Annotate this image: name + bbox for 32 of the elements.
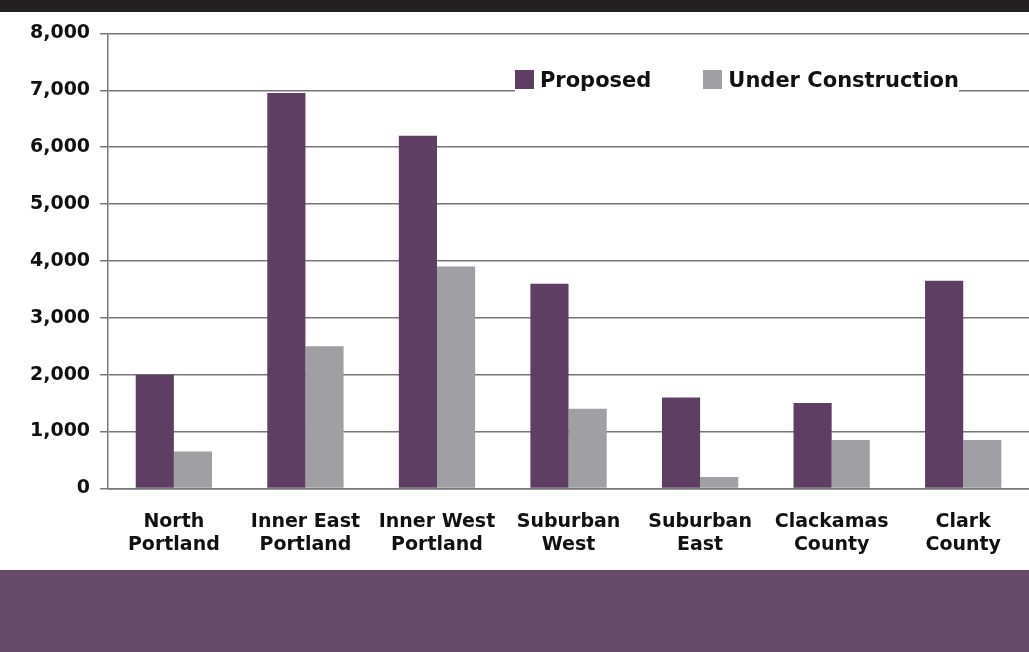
bar [436, 266, 476, 488]
y-tick-label: 5,000 [29, 190, 91, 213]
y-tick-label: 1,000 [29, 418, 91, 441]
x-tick-label: Clackamas County [774, 508, 889, 554]
y-tick-label: 4,000 [29, 247, 91, 270]
bar [305, 346, 344, 488]
y-tick-label: 6,000 [29, 134, 91, 157]
bar [135, 374, 174, 488]
bar [530, 283, 569, 488]
bar [925, 280, 964, 488]
bar [267, 93, 306, 488]
x-tick-label: Clark County [925, 508, 1002, 554]
y-tick-label: 3,000 [29, 304, 91, 327]
x-tick-label: Inner East Portland [250, 508, 361, 554]
bar [173, 451, 213, 488]
bar [793, 403, 832, 488]
bar [700, 477, 739, 488]
y-tick-label: 0 [76, 475, 91, 498]
x-tick-label: Suburban East [648, 508, 752, 554]
legend-label: Under Construction [727, 68, 959, 92]
x-tick-label: Inner West Portland [378, 508, 496, 554]
bar [568, 408, 607, 488]
bar [661, 397, 701, 488]
y-tick-label: 2,000 [29, 361, 91, 384]
y-tick-label: 7,000 [29, 77, 91, 100]
x-tick-label: Suburban West [516, 508, 621, 554]
bar [398, 135, 437, 488]
legend-label: Proposed [538, 68, 652, 92]
bar [963, 440, 1002, 488]
y-tick-label: 8,000 [29, 20, 91, 43]
bar [831, 440, 870, 488]
x-tick-label: North Portland [127, 508, 220, 554]
